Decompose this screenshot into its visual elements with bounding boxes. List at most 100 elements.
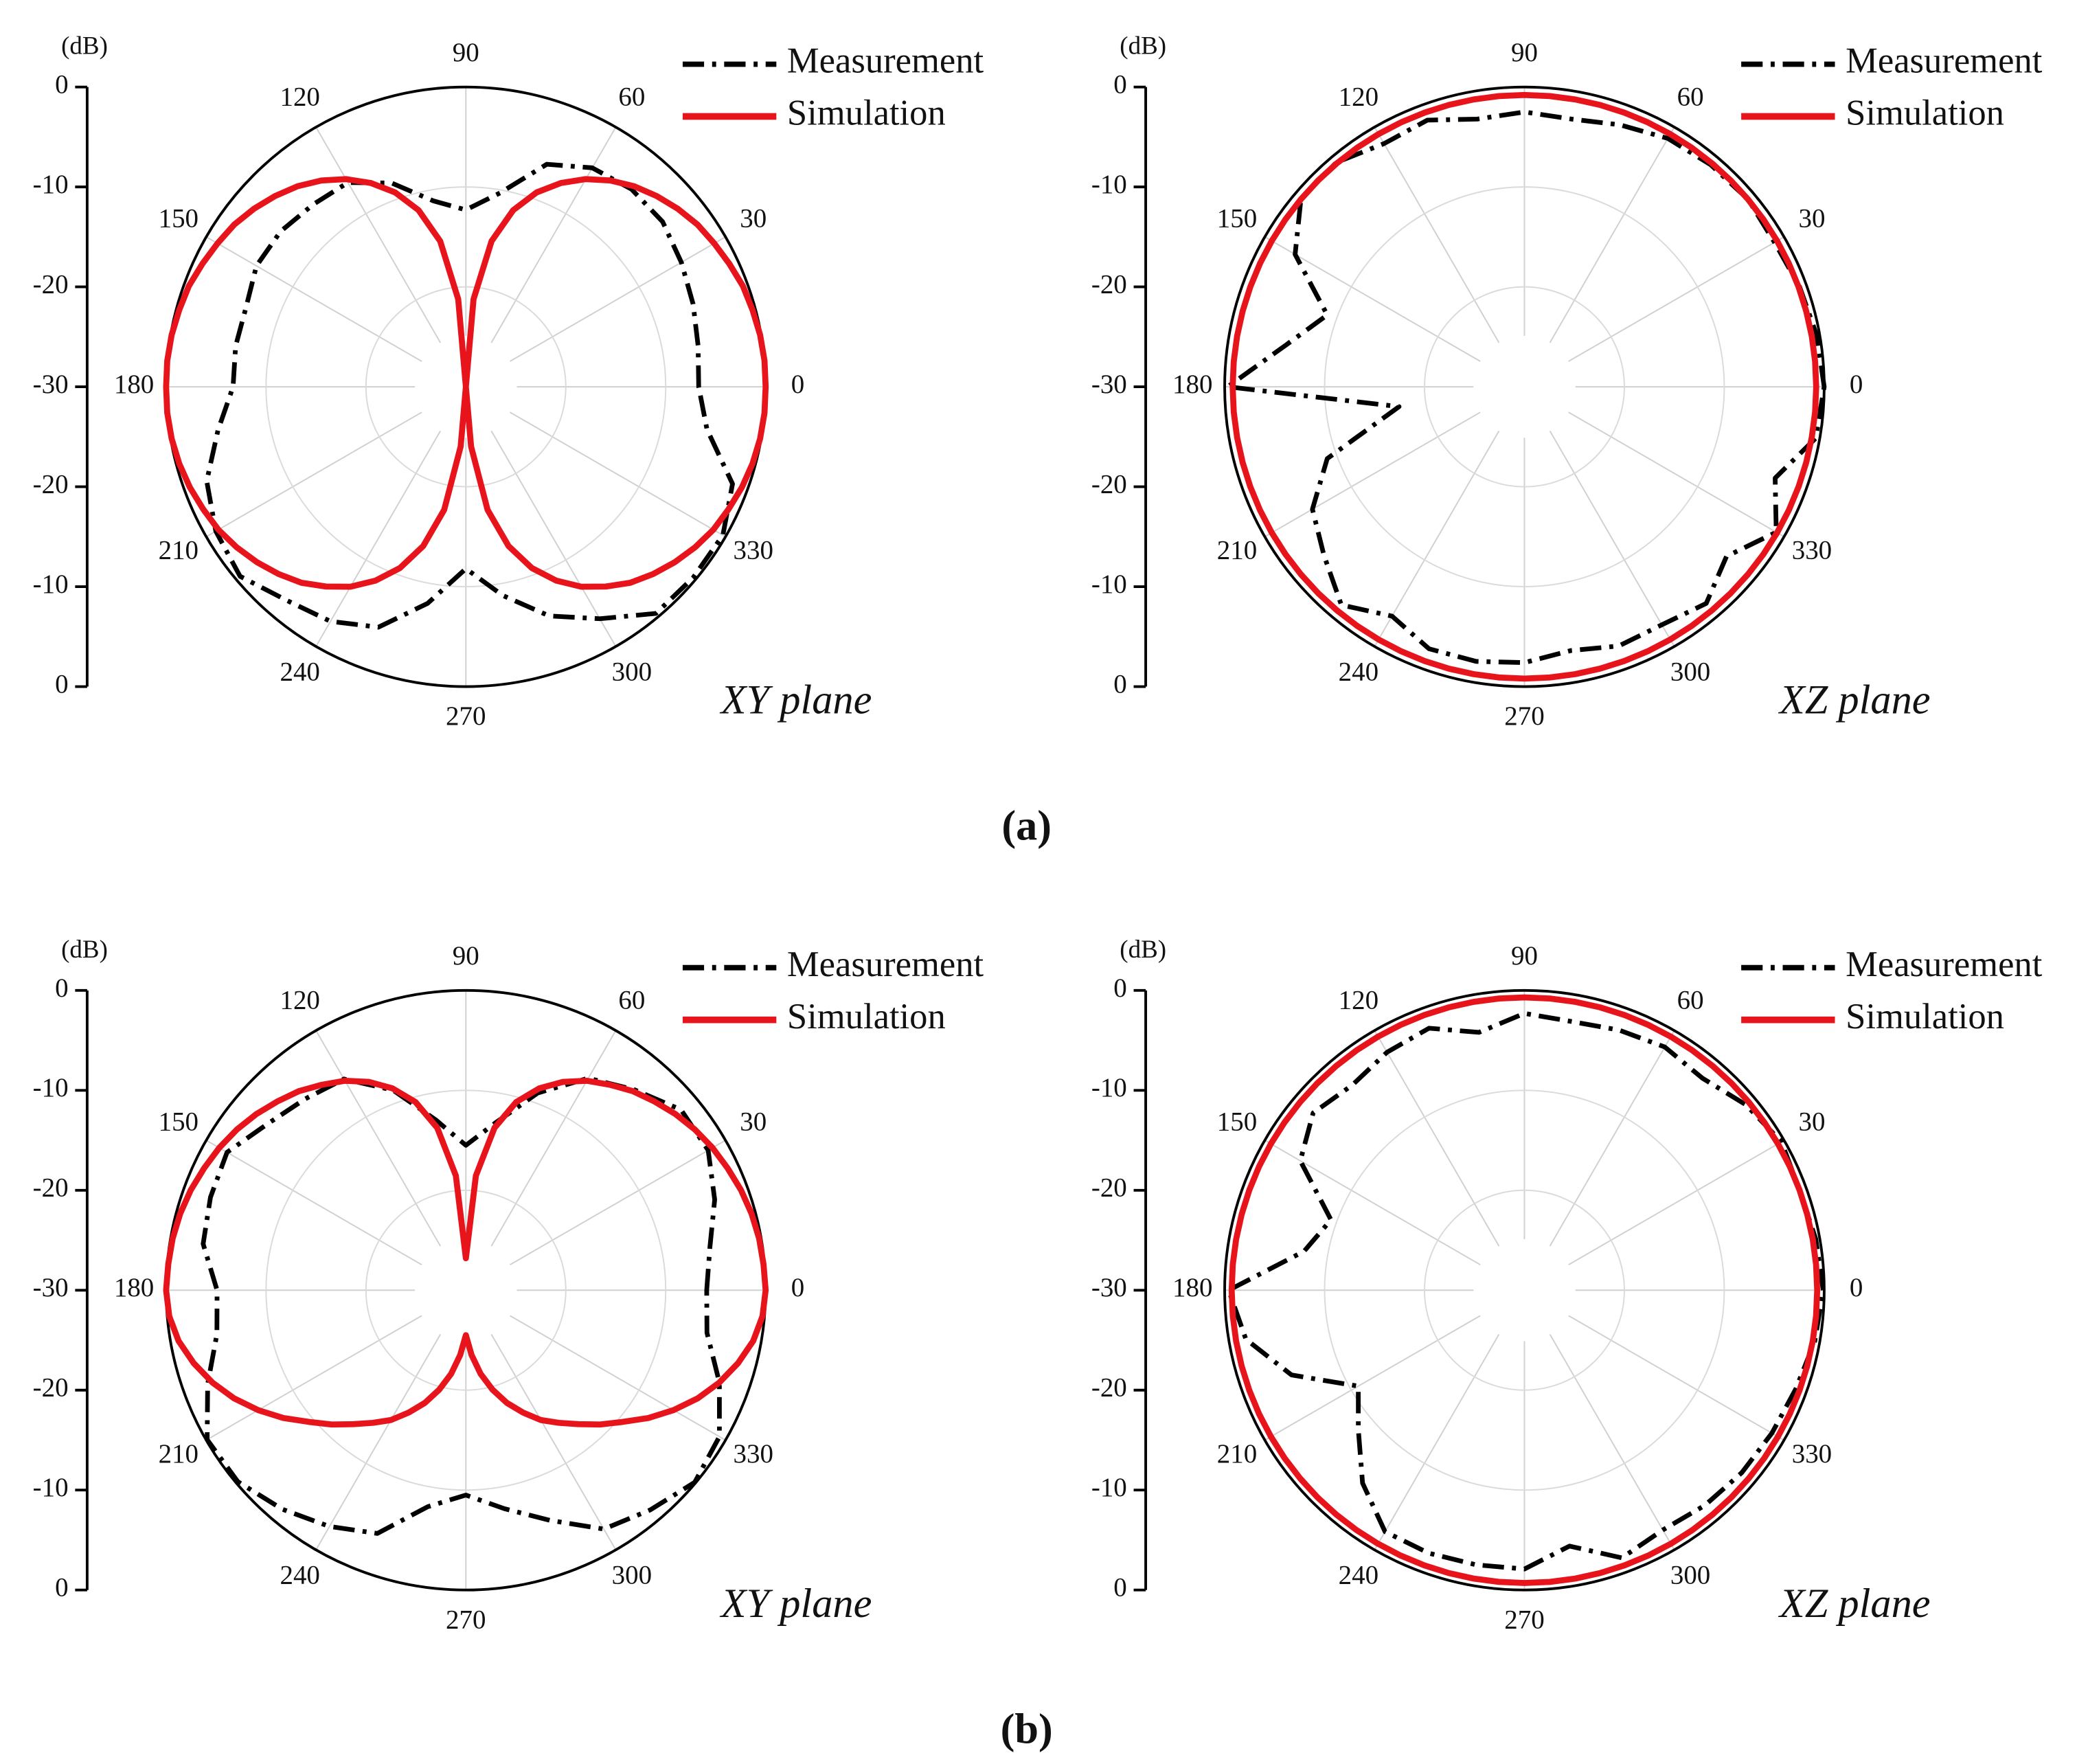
spoke: [1568, 236, 1784, 362]
spoke: [1549, 1334, 1675, 1550]
plane-label: XY plane: [720, 677, 872, 723]
caption: (a): [1001, 802, 1052, 849]
radial-axis-label: (dB): [1120, 32, 1166, 60]
radial-axis-label: (dB): [1120, 936, 1166, 964]
spoke: [510, 1315, 726, 1441]
angle-label: 300: [612, 657, 652, 686]
radial-tick-label: -20: [1091, 1173, 1127, 1203]
angle-label: 150: [159, 203, 198, 233]
angle-label: 270: [1504, 701, 1544, 731]
radial-tick-label: -10: [33, 1073, 69, 1102]
spoke: [510, 1140, 726, 1266]
grid-ring: [1424, 286, 1625, 488]
angle-label: 210: [1217, 1439, 1257, 1469]
angle-label: 0: [791, 1273, 804, 1302]
caption: (b): [1001, 1705, 1053, 1752]
simulation-line: [163, 176, 769, 590]
grid-ring: [265, 186, 667, 588]
plane-label: XZ plane: [1778, 677, 1931, 723]
spoke: [1568, 411, 1784, 538]
angle-label: 30: [1798, 1107, 1825, 1137]
grid-ring: [365, 286, 567, 488]
legend-label: Measurement: [787, 945, 984, 984]
radial-tick-label: 0: [1113, 1573, 1126, 1603]
angle-label: 300: [1670, 657, 1710, 686]
radial-tick-label: 0: [55, 70, 68, 100]
radial-tick-label: 0: [1113, 70, 1126, 100]
radial-tick-label: 0: [55, 973, 68, 1003]
measurement-line: [1225, 109, 1827, 666]
measurement-line: [1226, 1010, 1826, 1572]
radial-tick-label: -20: [33, 270, 69, 299]
spoke: [510, 411, 726, 538]
angle-label: 120: [1339, 986, 1378, 1015]
spoke: [1568, 1315, 1784, 1441]
spoke: [1549, 1030, 1675, 1247]
spoke: [205, 1315, 422, 1441]
spoke: [315, 126, 442, 343]
spoke: [315, 1334, 442, 1550]
spoke: [1264, 411, 1481, 538]
radial-axis-label: (dB): [61, 936, 108, 964]
spoke: [1374, 1030, 1500, 1247]
angle-label: 330: [1792, 536, 1832, 565]
radial-tick-label: -20: [33, 1173, 69, 1203]
radial-tick-label: -10: [33, 569, 69, 599]
radial-tick-label: 0: [55, 1573, 68, 1603]
radial-tick-label: -20: [33, 1373, 69, 1403]
angle-label: 210: [159, 536, 198, 565]
spoke: [315, 430, 442, 647]
angle-label: 270: [446, 701, 486, 731]
angle-label: 180: [114, 370, 154, 399]
angle-label: 210: [159, 1439, 198, 1469]
angle-label: 180: [114, 1273, 154, 1302]
spoke: [205, 236, 422, 362]
radial-tick-label: -20: [1091, 470, 1127, 499]
spoke: [205, 1140, 422, 1266]
spoke: [1264, 1140, 1481, 1266]
spoke: [1264, 236, 1481, 362]
angle-label: 330: [1792, 1439, 1832, 1469]
radial-tick-label: -10: [1091, 1473, 1127, 1502]
legend-label: Simulation: [1846, 93, 2004, 133]
radial-tick-label: -30: [33, 370, 69, 399]
angle-label: 30: [1798, 203, 1825, 233]
angle-label: 0: [1850, 1273, 1863, 1302]
angle-label: 180: [1172, 370, 1212, 399]
plane-label: XZ plane: [1778, 1581, 1931, 1627]
spoke: [490, 430, 617, 647]
spoke: [490, 1030, 617, 1247]
angle-label: 120: [280, 986, 319, 1015]
radial-tick-label: -10: [33, 1473, 69, 1502]
radial-tick-label: -30: [1091, 1273, 1127, 1302]
spoke: [510, 236, 726, 362]
radial-tick-label: -20: [1091, 270, 1127, 299]
radial-tick-label: -20: [33, 470, 69, 499]
simulation-line: [1229, 91, 1819, 682]
spoke: [490, 1334, 617, 1550]
radial-tick-label: 0: [55, 669, 68, 699]
spoke: [1374, 126, 1500, 343]
spoke: [1264, 1315, 1481, 1441]
legend-label: Measurement: [1846, 945, 2043, 984]
angle-label: 120: [280, 82, 319, 112]
plane-label: XY plane: [720, 1581, 872, 1627]
angle-label: 60: [618, 82, 645, 112]
angle-label: 30: [740, 203, 767, 233]
radial-tick-label: -30: [1091, 370, 1127, 399]
spoke: [1549, 126, 1675, 343]
grid-ring: [365, 1189, 567, 1391]
angle-label: 60: [1677, 986, 1704, 1015]
radial-tick-label: -10: [33, 170, 69, 199]
legend-label: Measurement: [787, 41, 984, 81]
angle-label: 150: [159, 1107, 198, 1137]
simulation-line: [1228, 994, 1821, 1586]
spoke: [490, 126, 617, 343]
spoke: [315, 1030, 442, 1247]
simulation-line: [163, 1077, 769, 1428]
radial-tick-label: -20: [1091, 1373, 1127, 1403]
angle-label: 240: [1339, 657, 1378, 686]
angle-label: 30: [740, 1107, 767, 1137]
angle-label: 150: [1217, 1107, 1257, 1137]
